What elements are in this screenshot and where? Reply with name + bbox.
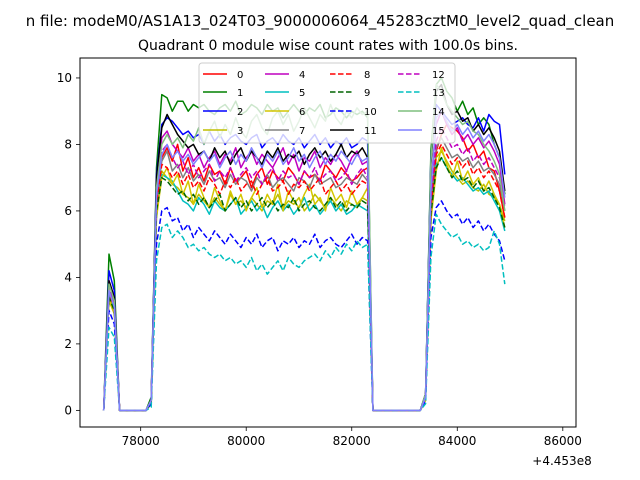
x-tick-label: 84000 bbox=[438, 434, 476, 448]
legend-label-15: 15 bbox=[432, 126, 445, 137]
y-tick-label: 8 bbox=[64, 137, 72, 151]
y-tick-label: 0 bbox=[64, 403, 72, 417]
legend-label-1: 1 bbox=[237, 88, 243, 99]
y-tick-label: 2 bbox=[64, 337, 72, 351]
legend-label-3: 3 bbox=[237, 126, 243, 137]
legend-label-8: 8 bbox=[364, 70, 370, 81]
plot-frame bbox=[79, 57, 577, 428]
x-tick-label: 86000 bbox=[544, 434, 582, 448]
y-tick-label: 4 bbox=[64, 270, 72, 284]
legend-label-12: 12 bbox=[432, 70, 445, 81]
figure-suptitle: n file: modeM0/AS1A13_024T03_9000006064_… bbox=[26, 12, 615, 31]
legend-label-6: 6 bbox=[299, 107, 305, 118]
x-tick-label: 82000 bbox=[333, 434, 371, 448]
legend-label-4: 4 bbox=[299, 70, 305, 81]
y-tick-label: 6 bbox=[64, 204, 72, 218]
series-line-10 bbox=[102, 200, 506, 412]
legend-label-13: 13 bbox=[432, 88, 445, 99]
series-line-8 bbox=[102, 143, 506, 412]
series-line-12 bbox=[102, 127, 506, 412]
series-line-3 bbox=[102, 150, 506, 412]
legend-label-10: 10 bbox=[364, 107, 377, 118]
series-line-13 bbox=[102, 213, 506, 412]
legend-label-11: 11 bbox=[364, 126, 377, 137]
y-tick-label: 10 bbox=[57, 71, 72, 85]
x-axis: 78000 80000 82000 84000 86000 bbox=[122, 427, 582, 448]
legend-label-14: 14 bbox=[432, 107, 445, 118]
x-tick-label: 80000 bbox=[227, 434, 265, 448]
series-line-9 bbox=[102, 156, 506, 412]
legend-label-5: 5 bbox=[299, 88, 305, 99]
legend-label-2: 2 bbox=[237, 107, 243, 118]
chart-title: Quadrant 0 module wise count rates with … bbox=[138, 38, 518, 54]
legend-label-0: 0 bbox=[237, 70, 243, 81]
series-line-6 bbox=[102, 147, 506, 412]
x-tick-label: 78000 bbox=[122, 434, 160, 448]
legend-label-9: 9 bbox=[364, 88, 370, 99]
legend-label-7: 7 bbox=[299, 126, 305, 137]
x-offset-label: +4.453e8 bbox=[532, 454, 591, 468]
series-line-0 bbox=[102, 123, 506, 412]
legend-frame bbox=[198, 62, 456, 144]
y-axis: 0 2 4 6 8 10 bbox=[57, 71, 80, 417]
